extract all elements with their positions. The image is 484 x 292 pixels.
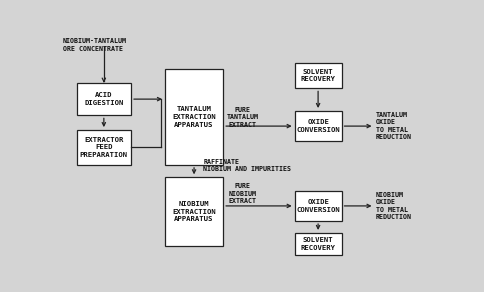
Text: SOLVENT
RECOVERY: SOLVENT RECOVERY: [300, 69, 335, 82]
Text: PURE
NIOBIUM
EXTRACT: PURE NIOBIUM EXTRACT: [228, 183, 257, 204]
Text: SOLVENT
RECOVERY: SOLVENT RECOVERY: [300, 237, 335, 251]
Text: RAFFINATE
NIOBIUM AND IMPURITIES: RAFFINATE NIOBIUM AND IMPURITIES: [203, 159, 291, 172]
Text: NIOBIUM-TANTALUM
ORE CONCENTRATE: NIOBIUM-TANTALUM ORE CONCENTRATE: [62, 39, 126, 52]
Text: OXIDE
CONVERSION: OXIDE CONVERSION: [296, 119, 339, 133]
Bar: [294, 233, 341, 256]
Text: EXTRACTOR
FEED
PREPARATION: EXTRACTOR FEED PREPARATION: [80, 137, 128, 158]
Text: PURE
TANTALUM
EXTRACT: PURE TANTALUM EXTRACT: [227, 107, 258, 128]
Bar: [165, 69, 223, 165]
Bar: [165, 177, 223, 246]
Bar: [294, 191, 341, 221]
Text: TANTALUM
OXIDE
TO METAL
REDUCTION: TANTALUM OXIDE TO METAL REDUCTION: [375, 112, 411, 140]
Bar: [76, 130, 131, 165]
Text: NIOBIUM
EXTRACTION
APPARATUS: NIOBIUM EXTRACTION APPARATUS: [172, 201, 215, 222]
Text: ACID
DIGESTION: ACID DIGESTION: [84, 92, 123, 106]
Bar: [76, 83, 131, 115]
Text: TANTALUM
EXTRACTION
APPARATUS: TANTALUM EXTRACTION APPARATUS: [172, 106, 215, 128]
Text: NIOBIUM
OXIDE
TO METAL
REDUCTION: NIOBIUM OXIDE TO METAL REDUCTION: [375, 192, 411, 220]
Bar: [294, 111, 341, 141]
Bar: [294, 62, 341, 88]
Text: OXIDE
CONVERSION: OXIDE CONVERSION: [296, 199, 339, 213]
